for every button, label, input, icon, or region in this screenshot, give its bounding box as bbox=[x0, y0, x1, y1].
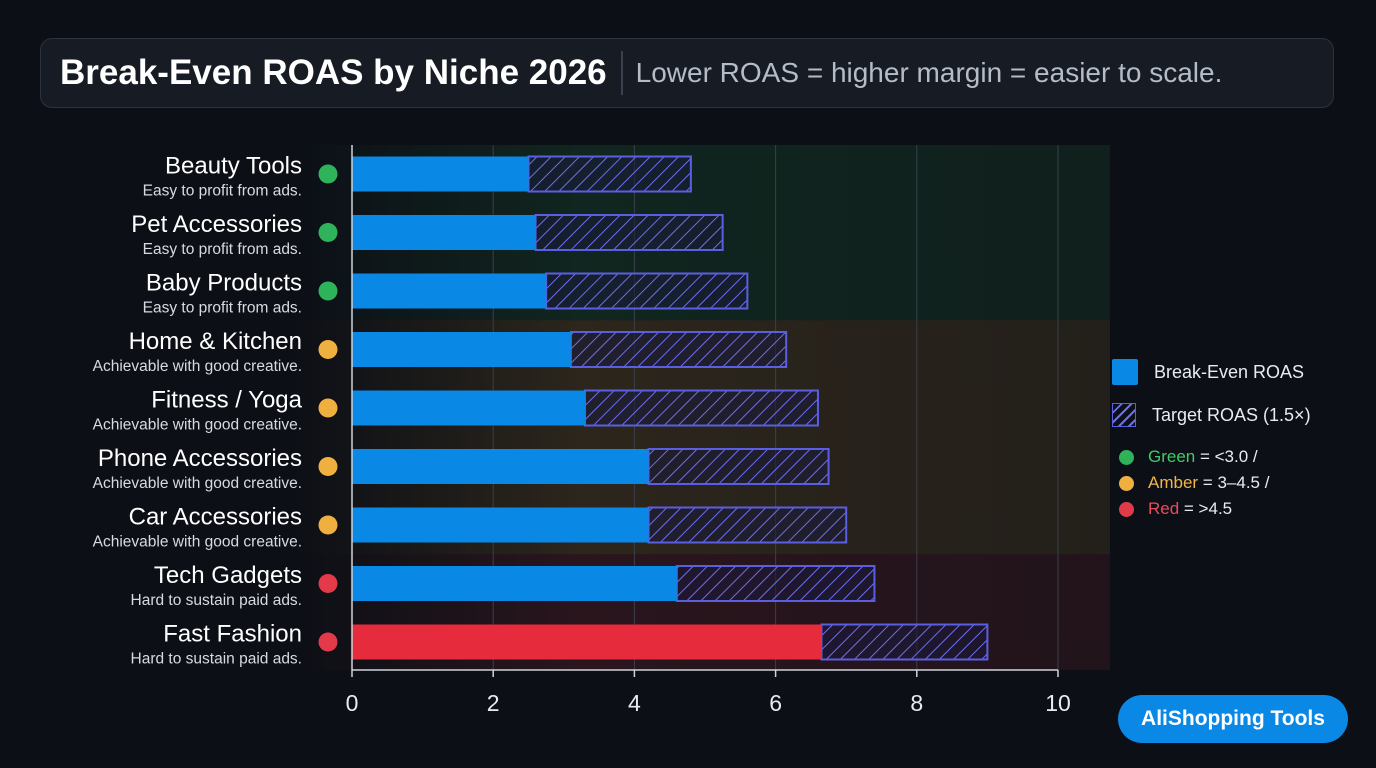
page-title: Break-Even ROAS by Niche 2026 bbox=[60, 53, 607, 92]
category-description: Achievable with good creative. bbox=[93, 475, 302, 492]
break-even-bar bbox=[352, 566, 677, 601]
category-description: Easy to profit from ads. bbox=[143, 300, 302, 317]
legend-item-target: Target ROAS (1.5×) bbox=[1112, 401, 1352, 429]
category-description: Achievable with good creative. bbox=[93, 534, 302, 551]
green-dot-icon bbox=[1119, 449, 1134, 465]
target-bar bbox=[583, 389, 819, 427]
status-dot-icon bbox=[318, 398, 338, 418]
break-even-bar bbox=[352, 332, 571, 367]
status-dot-icon bbox=[318, 574, 338, 593]
chart-legend: Break-Even ROAS Target ROAS (1.5×) Green… bbox=[1112, 358, 1352, 522]
category-description: Hard to sustain paid ads. bbox=[131, 592, 302, 609]
break-even-bar bbox=[352, 390, 585, 426]
x-tick-label: 10 bbox=[1045, 690, 1071, 716]
title-bar: Break-Even ROAS by Niche 2026 Lower ROAS… bbox=[40, 38, 1334, 108]
category-label: Car Accessories bbox=[129, 504, 302, 531]
break-even-bar bbox=[352, 215, 536, 250]
category-description: Easy to profit from ads. bbox=[143, 183, 302, 200]
category-label: Baby Products bbox=[146, 270, 302, 297]
target-bar bbox=[675, 565, 876, 602]
x-tick-label: 6 bbox=[769, 690, 782, 716]
break-even-bar bbox=[352, 624, 822, 660]
key-green-rule: = <3.0 / bbox=[1195, 447, 1258, 466]
break-even-bar bbox=[352, 507, 649, 543]
target-bar bbox=[527, 155, 692, 193]
status-dot-icon bbox=[318, 457, 338, 476]
target-bar bbox=[820, 623, 989, 661]
category-label: Phone Accessories bbox=[98, 445, 302, 472]
legend-item-break-even: Break-Even ROAS bbox=[1112, 358, 1352, 386]
key-green-name: Green bbox=[1148, 447, 1196, 466]
brand-badge[interactable]: AliShopping Tools bbox=[1118, 695, 1348, 743]
key-amber-name: Amber bbox=[1148, 473, 1199, 492]
key-amber-rule: = 3–4.5 / bbox=[1198, 473, 1270, 492]
x-tick-label: 0 bbox=[346, 690, 359, 716]
status-dot-icon bbox=[318, 515, 338, 535]
category-label: Pet Accessories bbox=[131, 211, 302, 238]
category-label: Fast Fashion bbox=[163, 621, 302, 648]
category-description: Easy to profit from ads. bbox=[143, 241, 302, 258]
target-bar bbox=[534, 214, 724, 251]
category-label: Tech Gadgets bbox=[154, 562, 302, 589]
key-red-rule: = >4.5 bbox=[1179, 499, 1233, 518]
break-even-bar bbox=[352, 156, 529, 192]
status-dot-icon bbox=[318, 164, 338, 184]
red-dot-icon bbox=[1119, 501, 1134, 517]
page-subtitle: Lower ROAS = higher margin = easier to s… bbox=[635, 57, 1223, 88]
hatched-swatch-icon bbox=[1112, 403, 1136, 427]
target-bar bbox=[545, 272, 749, 310]
break-even-bar bbox=[352, 273, 547, 309]
x-tick-label: 4 bbox=[628, 690, 641, 716]
category-label: Beauty Tools bbox=[165, 153, 302, 180]
break-even-bar bbox=[352, 449, 649, 484]
category-description: Achievable with good creative. bbox=[93, 358, 302, 375]
target-bar bbox=[647, 506, 848, 544]
legend-label: Target ROAS (1.5×) bbox=[1152, 404, 1311, 425]
key-amber: Amber = 3–4.5 / bbox=[1112, 470, 1352, 496]
category-description: Hard to sustain paid ads. bbox=[131, 651, 302, 668]
amber-dot-icon bbox=[1119, 475, 1134, 491]
status-dot-icon bbox=[318, 632, 338, 652]
status-dot-icon bbox=[318, 281, 338, 301]
title-divider bbox=[620, 51, 623, 95]
x-tick-label: 8 bbox=[910, 690, 923, 716]
status-dot-icon bbox=[318, 340, 338, 359]
category-label: Home & Kitchen bbox=[129, 328, 302, 355]
category-description: Achievable with good creative. bbox=[93, 417, 302, 434]
target-bar bbox=[647, 448, 830, 485]
status-dot-icon bbox=[318, 223, 338, 242]
category-label: Fitness / Yoga bbox=[151, 387, 302, 414]
target-bar bbox=[569, 331, 788, 368]
key-red-name: Red bbox=[1148, 499, 1180, 518]
key-green: Green = <3.0 / bbox=[1112, 444, 1352, 470]
solid-swatch-icon bbox=[1112, 359, 1138, 385]
x-tick-label: 2 bbox=[487, 690, 500, 716]
key-red: Red = >4.5 bbox=[1112, 496, 1352, 522]
legend-label: Break-Even ROAS bbox=[1154, 361, 1305, 382]
